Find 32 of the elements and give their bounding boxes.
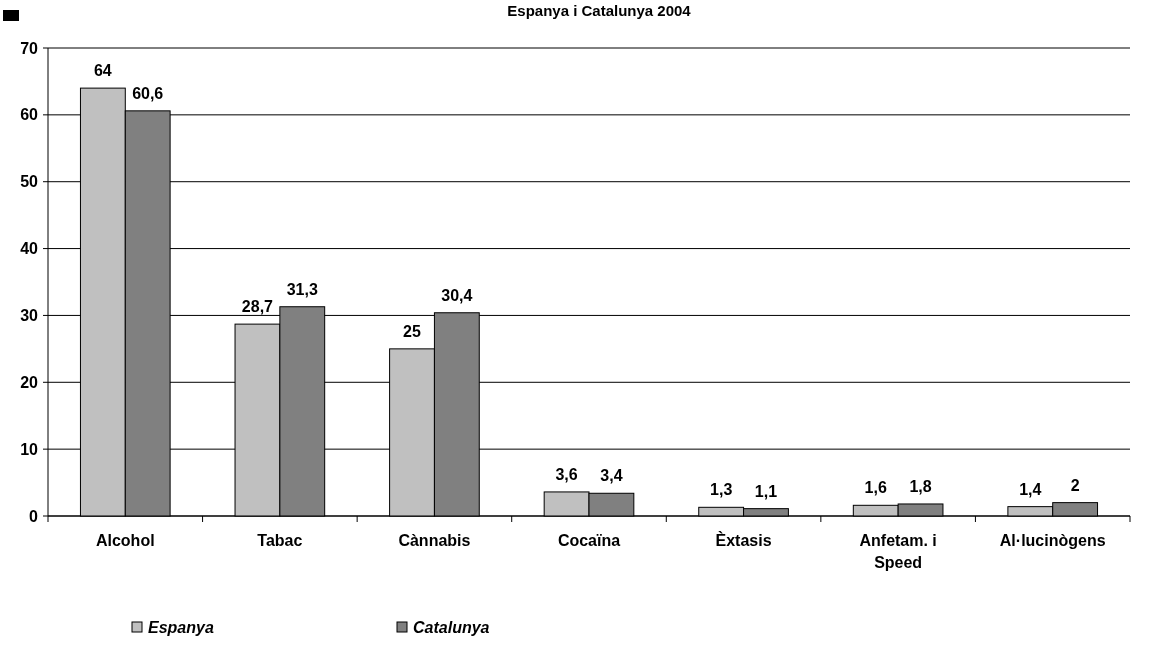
- text: 30,4: [441, 286, 473, 304]
- text: 60,6: [132, 84, 164, 102]
- x-tick-label: Tabac: [257, 532, 303, 549]
- y-tick-label: 50: [20, 173, 39, 191]
- y-tick-label: 40: [20, 240, 39, 258]
- x-tick-label: Cocaïna: [557, 532, 621, 549]
- y-tick-label: 70: [20, 39, 39, 57]
- text: 28,7: [241, 298, 274, 316]
- y-tick-label: 0: [29, 507, 39, 525]
- text: 31,3: [286, 280, 318, 298]
- x-tick-label: Al·lucinògens: [999, 532, 1106, 549]
- text: 3,6: [555, 465, 578, 483]
- text: 1,1: [754, 482, 778, 500]
- text: 1,3: [710, 481, 733, 499]
- y-tick-label: 10: [20, 440, 39, 458]
- text: 1,8: [909, 477, 932, 495]
- y-tick-label: 30: [20, 307, 39, 325]
- text: 2: [1070, 476, 1080, 494]
- text: 1,4: [1019, 480, 1042, 498]
- text: 3,4: [600, 467, 623, 485]
- chart-title: Espanya i Catalunya 2004: [507, 2, 692, 19]
- x-tick-label: Alcohol: [95, 532, 155, 549]
- y-tick-label: 20: [20, 373, 39, 391]
- text: 64: [93, 62, 112, 80]
- text: 25: [403, 322, 421, 340]
- x-tick-label: Èxtasis: [715, 531, 772, 549]
- text: 1,6: [864, 479, 887, 497]
- legend-label: Catalunya: [413, 619, 490, 636]
- legend-label: Espanya: [148, 619, 214, 636]
- x-tick-label: Cànnabis: [398, 532, 471, 549]
- y-tick-label: 60: [20, 106, 39, 124]
- x-tick-label: Anfetam. i Speed: [859, 532, 937, 571]
